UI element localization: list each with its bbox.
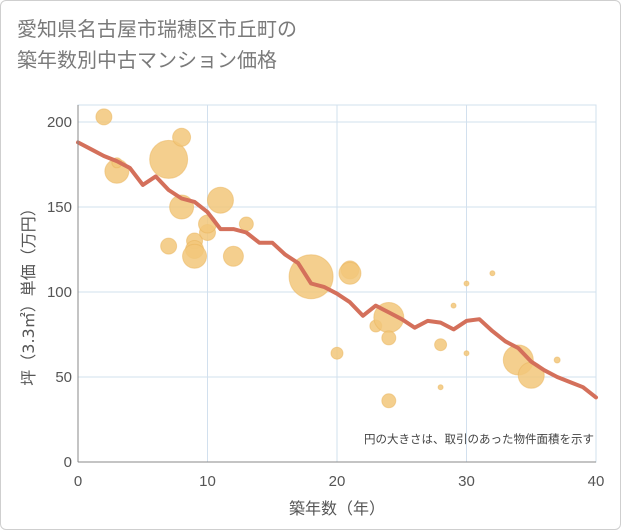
data-bubble (338, 261, 362, 285)
axes (77, 105, 596, 463)
x-axis-label: 築年数（年） (289, 499, 385, 518)
data-bubble (553, 356, 561, 364)
data-bubble (450, 302, 457, 309)
title-line-1: 愛知県名古屋市瑞穂区市丘町の (17, 17, 297, 41)
y-axis-label: 坪（3.3㎡）単価（万円） (19, 200, 38, 385)
bubble-layer (95, 108, 561, 409)
data-bubble (463, 350, 470, 357)
data-bubble (434, 338, 448, 352)
data-bubble (160, 237, 178, 255)
y-tick-label: 0 (64, 454, 72, 471)
data-bubble (238, 216, 254, 232)
data-bubble (489, 270, 496, 277)
chart-title: 愛知県名古屋市瑞穂区市丘町の 築年数別中古マンション価格 (17, 14, 297, 76)
y-tick-label: 50 (55, 369, 72, 386)
trend-line (76, 140, 598, 400)
data-bubble (437, 384, 444, 391)
x-tick-label: 30 (458, 473, 475, 490)
x-tick-label: 40 (588, 473, 605, 490)
data-bubble (182, 243, 208, 269)
y-tick-label: 150 (47, 199, 72, 216)
x-tick-label: 20 (329, 473, 346, 490)
x-tick-label: 10 (199, 473, 216, 490)
size-note: 円の大きさは、取引のあった物件面積を示す (364, 432, 594, 446)
trend-layer (76, 140, 598, 400)
data-bubble (222, 245, 244, 267)
tick-labels: 0 10 20 30 40 0 50 100 150 200 (47, 114, 604, 490)
data-bubble (172, 127, 192, 147)
x-tick-label: 0 (74, 473, 82, 490)
title-line-2: 築年数別中古マンション価格 (17, 48, 277, 72)
data-bubble (381, 393, 397, 409)
data-bubble (381, 330, 397, 346)
data-bubble (149, 139, 189, 179)
y-tick-label: 100 (47, 284, 72, 301)
grid-lines (77, 104, 597, 463)
y-tick-label: 200 (47, 114, 72, 131)
data-bubble (206, 186, 234, 214)
data-bubble (463, 280, 470, 287)
data-bubble (330, 346, 344, 360)
data-bubble (95, 108, 113, 126)
